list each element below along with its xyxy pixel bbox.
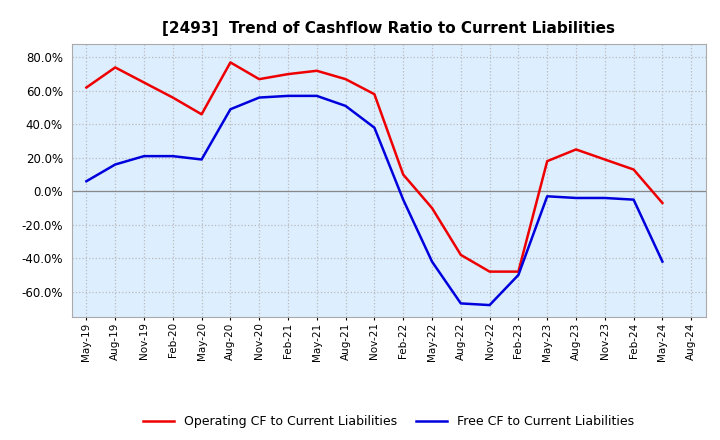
Free CF to Current Liabilities bbox=[399, 197, 408, 202]
Free CF to Current Liabilities bbox=[197, 157, 206, 162]
Free CF to Current Liabilities bbox=[658, 259, 667, 264]
Operating CF to Current Liabilities bbox=[399, 172, 408, 177]
Operating CF to Current Liabilities bbox=[140, 80, 148, 85]
Operating CF to Current Liabilities bbox=[658, 200, 667, 205]
Operating CF to Current Liabilities bbox=[370, 92, 379, 97]
Operating CF to Current Liabilities bbox=[600, 157, 609, 162]
Operating CF to Current Liabilities bbox=[485, 269, 494, 274]
Free CF to Current Liabilities bbox=[140, 154, 148, 159]
Free CF to Current Liabilities bbox=[543, 194, 552, 199]
Operating CF to Current Liabilities bbox=[514, 269, 523, 274]
Free CF to Current Liabilities bbox=[111, 162, 120, 167]
Free CF to Current Liabilities bbox=[600, 195, 609, 201]
Operating CF to Current Liabilities bbox=[284, 71, 292, 77]
Operating CF to Current Liabilities bbox=[82, 85, 91, 90]
Free CF to Current Liabilities bbox=[456, 301, 465, 306]
Legend: Operating CF to Current Liabilities, Free CF to Current Liabilities: Operating CF to Current Liabilities, Fre… bbox=[138, 411, 639, 433]
Free CF to Current Liabilities bbox=[485, 302, 494, 308]
Line: Free CF to Current Liabilities: Free CF to Current Liabilities bbox=[86, 96, 662, 305]
Free CF to Current Liabilities bbox=[572, 195, 580, 201]
Free CF to Current Liabilities bbox=[514, 272, 523, 278]
Operating CF to Current Liabilities bbox=[428, 205, 436, 211]
Free CF to Current Liabilities bbox=[226, 106, 235, 112]
Free CF to Current Liabilities bbox=[168, 154, 177, 159]
Operating CF to Current Liabilities bbox=[312, 68, 321, 73]
Operating CF to Current Liabilities bbox=[572, 147, 580, 152]
Operating CF to Current Liabilities bbox=[341, 77, 350, 82]
Operating CF to Current Liabilities bbox=[255, 77, 264, 82]
Free CF to Current Liabilities bbox=[284, 93, 292, 99]
Free CF to Current Liabilities bbox=[629, 197, 638, 202]
Free CF to Current Liabilities bbox=[82, 179, 91, 184]
Line: Operating CF to Current Liabilities: Operating CF to Current Liabilities bbox=[86, 62, 662, 271]
Operating CF to Current Liabilities bbox=[111, 65, 120, 70]
Free CF to Current Liabilities bbox=[341, 103, 350, 109]
Operating CF to Current Liabilities bbox=[168, 95, 177, 100]
Free CF to Current Liabilities bbox=[312, 93, 321, 99]
Operating CF to Current Liabilities bbox=[226, 60, 235, 65]
Free CF to Current Liabilities bbox=[255, 95, 264, 100]
Free CF to Current Liabilities bbox=[428, 259, 436, 264]
Operating CF to Current Liabilities bbox=[456, 252, 465, 257]
Free CF to Current Liabilities bbox=[370, 125, 379, 130]
Operating CF to Current Liabilities bbox=[543, 158, 552, 164]
Operating CF to Current Liabilities bbox=[629, 167, 638, 172]
Operating CF to Current Liabilities bbox=[197, 112, 206, 117]
Title: [2493]  Trend of Cashflow Ratio to Current Liabilities: [2493] Trend of Cashflow Ratio to Curren… bbox=[162, 21, 616, 36]
